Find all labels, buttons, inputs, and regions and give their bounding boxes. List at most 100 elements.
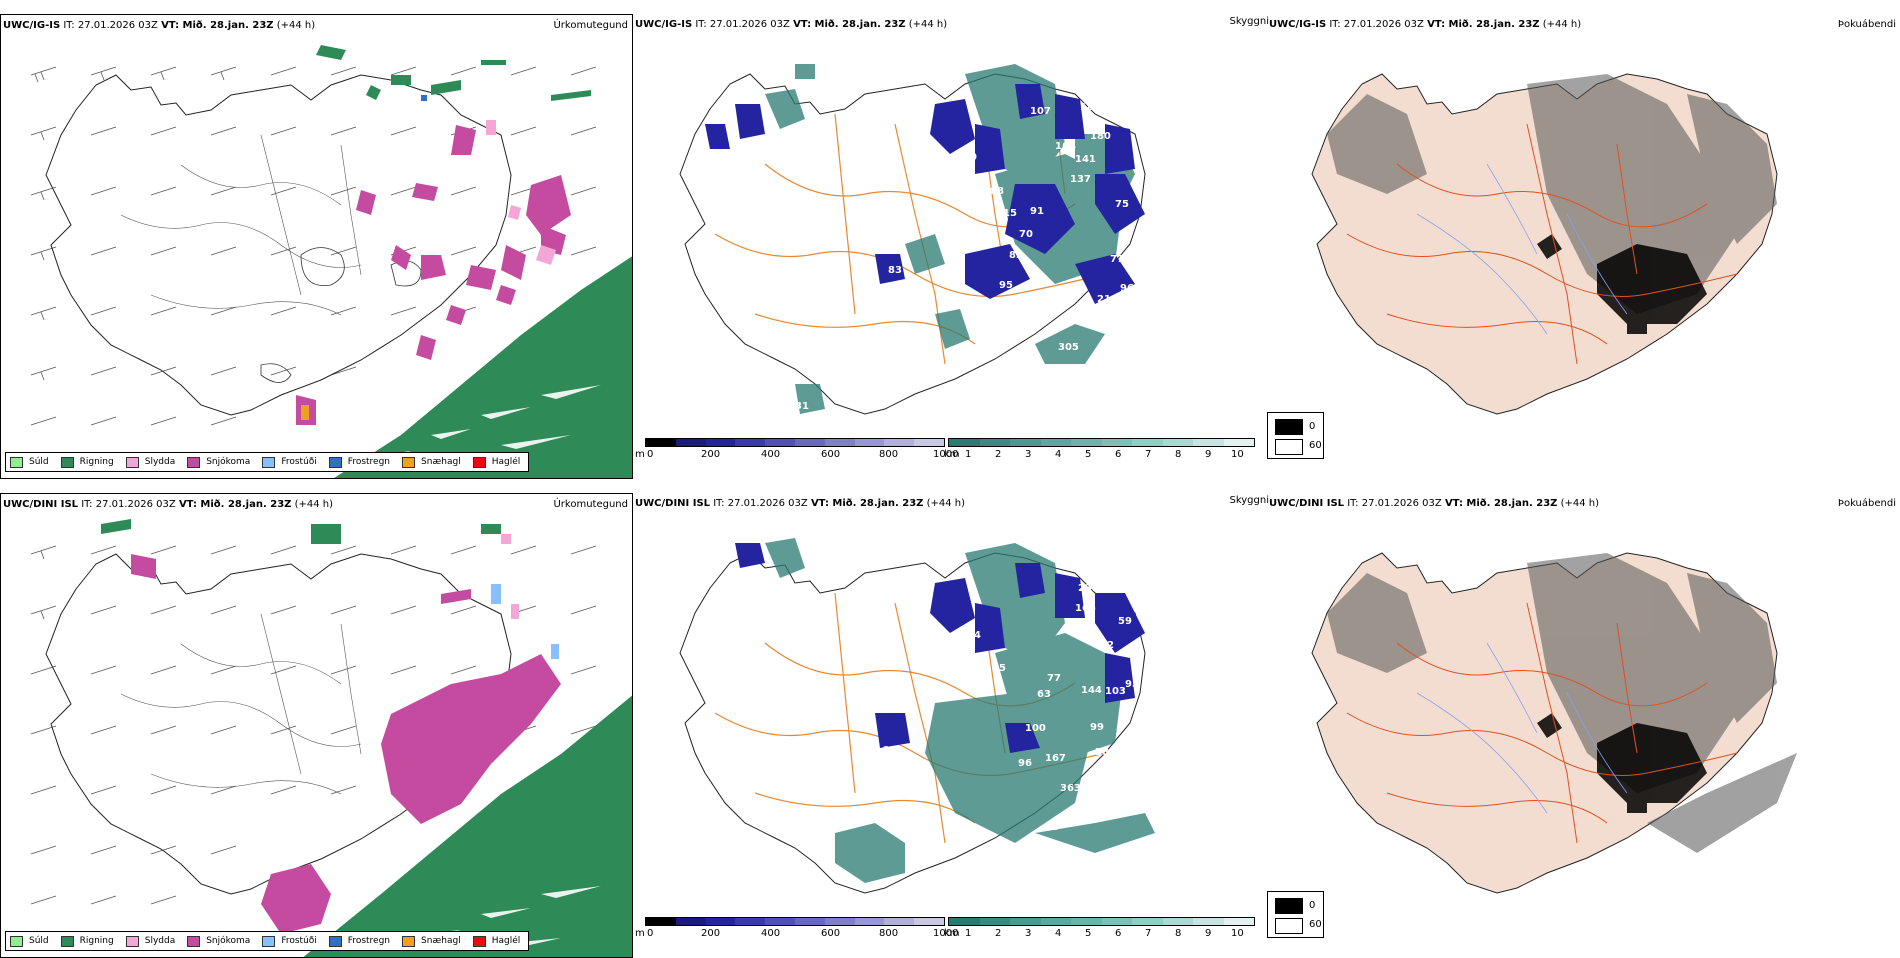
svg-text:96: 96	[1018, 758, 1032, 769]
svg-text:144: 144	[1124, 749, 1145, 760]
svg-text:68: 68	[1029, 278, 1043, 289]
precip-legend: Súld Rigning Slydda Snjókoma Frostúði Fr…	[5, 452, 530, 472]
fog-panel-ig: UWC/IG-IS IT: 27.01.2026 03Z VT: Mið. 28…	[1267, 14, 1900, 479]
cloud-map: 83 70 82 95 68 77 96 71 80 88 15 91 75 6…	[679, 64, 1194, 415]
legend-swatch	[328, 456, 342, 468]
legend-item: Snjókoma	[187, 456, 250, 468]
svg-text:21: 21	[1097, 294, 1111, 305]
precip-value-labels: 66 100 96 167 63 77 144 103 99 280 144 9…	[882, 583, 1200, 833]
legend-swatch	[472, 456, 486, 468]
legend-swatch	[10, 456, 23, 468]
iceland-outline	[45, 553, 512, 895]
panel-title: Skyggni	[1229, 16, 1269, 27]
colorbar-km	[948, 438, 1255, 447]
sleet-areas	[486, 120, 556, 265]
svg-text:141: 141	[1075, 154, 1096, 165]
precip-type-map	[30, 519, 632, 957]
legend-item: Frostregn	[328, 456, 390, 468]
panel-header: UWC/DINI ISL IT: 27.01.2026 03Z VT: Mið.…	[635, 498, 966, 509]
panel-title: Þokuábendi	[1837, 498, 1896, 509]
svg-text:164: 164	[1055, 141, 1076, 152]
legend-item: Slydda	[125, 935, 175, 947]
svg-text:63: 63	[1037, 689, 1051, 700]
svg-text:64: 64	[967, 630, 981, 641]
svg-text:91: 91	[1030, 206, 1044, 217]
svg-text:139: 139	[1095, 777, 1116, 788]
svg-text:72: 72	[957, 663, 971, 674]
svg-text:99: 99	[1090, 722, 1104, 733]
snow-areas	[131, 554, 561, 934]
legend-item: Snjókoma	[187, 935, 250, 947]
legend-swatch	[60, 456, 74, 468]
legend-swatch	[262, 935, 276, 947]
legend-item: Rigning	[60, 935, 114, 947]
roads	[1346, 123, 1738, 365]
svg-text:180: 180	[1090, 131, 1111, 142]
cloud-base-areas	[705, 84, 1145, 304]
legend-item: Haglél	[472, 456, 520, 468]
svg-text:95: 95	[999, 280, 1013, 291]
legend-swatch	[187, 935, 201, 947]
roads	[120, 134, 362, 316]
fog-map	[1311, 552, 1797, 894]
svg-text:30: 30	[1147, 206, 1161, 217]
legend-swatch	[402, 456, 416, 468]
svg-text:363: 363	[1060, 783, 1081, 794]
svg-text:47: 47	[1087, 309, 1101, 320]
wind-barbs	[30, 545, 597, 905]
svg-text:77: 77	[1110, 254, 1124, 265]
colorbar-m-ticks: 0 200 400 600 800 1000	[647, 449, 959, 460]
panel-header: UWC/DINI ISL IT: 27.01.2026 03Z VT: Mið.…	[1269, 498, 1600, 509]
colorbar-km-unit: km	[944, 449, 960, 460]
precip-value-labels: 83 70 82 95 68 77 96 71 80 88 15 91 75 6…	[795, 102, 1194, 412]
freezing-rain-spot	[421, 95, 427, 101]
legend-swatch-black	[1275, 898, 1303, 914]
svg-text:137: 137	[1070, 174, 1091, 185]
svg-text:77: 77	[1047, 673, 1061, 684]
cloud-base-areas	[735, 543, 1145, 753]
svg-text:100: 100	[1025, 723, 1046, 734]
svg-text:103: 103	[1105, 686, 1126, 697]
rain-area	[334, 256, 632, 478]
cloud-panel-ig: 83 70 82 95 68 77 96 71 80 88 15 91 75 6…	[635, 14, 1324, 479]
legend-item: Súld	[10, 935, 49, 947]
svg-text:95: 95	[1125, 679, 1139, 690]
fog-index-legend: 0 60	[1267, 412, 1324, 459]
sleet-areas	[501, 534, 519, 619]
map-frame: UWC/IG-IS IT: 27.01.2026 03Z VT: Mið. 28…	[0, 14, 633, 479]
colorbar-m	[645, 917, 945, 926]
legend-item: Snæhagl	[402, 456, 461, 468]
rivers	[1416, 642, 1628, 814]
svg-text:183: 183	[1080, 102, 1101, 113]
rivers	[1416, 163, 1628, 335]
legend-swatch-black	[1275, 419, 1303, 435]
fog-index-legend: 0 60	[1267, 891, 1324, 938]
svg-text:85: 85	[992, 663, 1006, 674]
panel-title: Þokuábendi	[1837, 19, 1896, 30]
precip-legend: Súld Rigning Slydda Snjókoma Frostúði Fr…	[5, 931, 530, 951]
roads	[120, 613, 362, 795]
panel-header: UWC/IG-IS IT: 27.01.2026 03Z VT: Mið. 28…	[3, 20, 316, 31]
svg-text:167: 167	[1045, 753, 1066, 764]
colorbar-m-unit: m	[635, 449, 645, 460]
svg-text:29: 29	[1070, 810, 1084, 821]
legend-item: Frostregn	[328, 935, 390, 947]
svg-text:31: 31	[795, 401, 809, 412]
roads	[1346, 602, 1738, 844]
precip-type-map	[30, 45, 632, 478]
precip-type-panel-dini: UWC/DINI ISL IT: 27.01.2026 03Z VT: Mið.…	[0, 493, 635, 958]
rain-spots-north	[316, 45, 591, 101]
svg-text:31: 31	[1180, 232, 1194, 243]
cloud-map: 66 100 96 167 63 77 144 103 99 280 144 9…	[679, 538, 1200, 894]
legend-swatch	[262, 456, 276, 468]
svg-text:74: 74	[1178, 186, 1192, 197]
svg-text:107: 107	[1030, 106, 1051, 117]
svg-text:66: 66	[882, 745, 896, 756]
panel-header: UWC/DINI ISL IT: 27.01.2026 03Z VT: Mið.…	[3, 499, 334, 510]
colorbar-km-unit: km	[944, 928, 960, 939]
colorbar-m	[645, 438, 945, 447]
panel-header: UWC/IG-IS IT: 27.01.2026 03Z VT: Mið. 28…	[1269, 19, 1582, 30]
legend-swatch	[10, 935, 23, 947]
svg-text:106: 106	[1179, 705, 1200, 716]
svg-text:54: 54	[1180, 648, 1194, 659]
